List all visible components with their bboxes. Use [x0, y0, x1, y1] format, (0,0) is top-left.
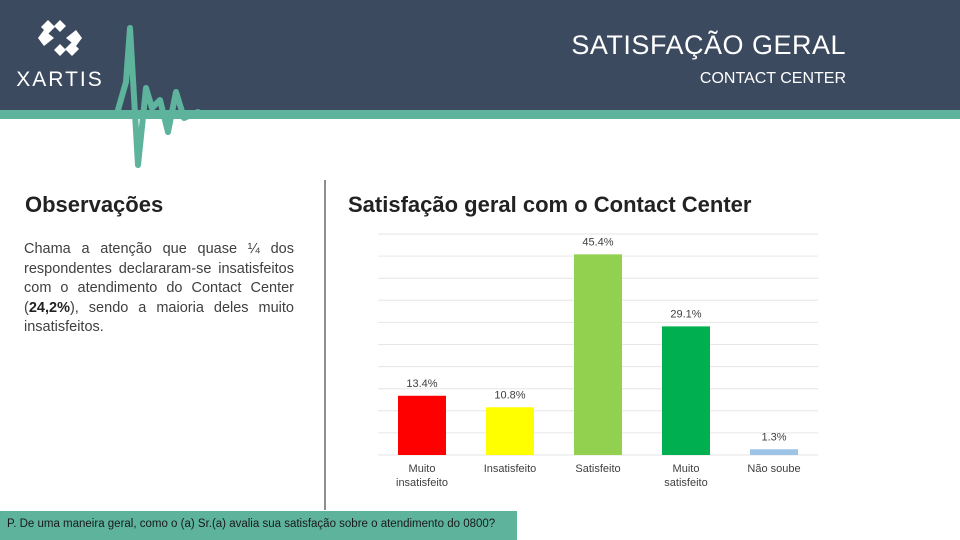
category-label-line: Satisfeito: [575, 463, 620, 475]
logo-text: XARTIS: [16, 68, 104, 91]
footer-bar: P. De uma maneira geral, como o (a) Sr.(…: [0, 511, 517, 540]
header-bar: [0, 0, 960, 110]
bar-3: [574, 254, 622, 455]
heartbeat-line-icon: [115, 25, 201, 168]
xartis-logo: XARTIS: [14, 14, 106, 94]
category-label-1: Muito insatisfeito: [396, 463, 448, 489]
data-label-4: 29.1%: [670, 308, 701, 320]
xartis-logo-icon: [38, 20, 82, 56]
category-label-4: Muito satisfeito: [664, 463, 707, 489]
bar-4: [662, 326, 710, 455]
page-title: SATISFAÇÃO GERAL: [571, 30, 846, 60]
category-label-line: insatisfeito: [396, 477, 448, 489]
data-label-5: 1.3%: [761, 431, 786, 443]
chart-title: Satisfação geral com o Contact Center: [348, 192, 752, 217]
category-label-line: Não soube: [747, 463, 800, 475]
observations-text-start: Chama a atenção que quase ¼ dos responde…: [24, 241, 294, 316]
bar-5: [750, 449, 798, 455]
header-accent-strip: [0, 110, 960, 119]
bar-1: [398, 395, 446, 455]
observations-highlight: 24,2%: [28, 299, 70, 316]
category-label-3: Satisfeito: [575, 463, 620, 475]
page-subtitle: CONTACT CENTER: [699, 70, 846, 87]
vertical-divider: [324, 180, 326, 510]
category-label-line: satisfeito: [664, 477, 707, 489]
category-label-line: Insatisfeito: [484, 463, 537, 475]
bar-2: [486, 407, 534, 455]
category-label-line: Muito: [673, 463, 700, 475]
data-label-2: 10.8%: [494, 389, 525, 401]
data-label-1: 13.4%: [406, 378, 437, 390]
observations-text: Chama a atenção que quase ¼ dos responde…: [24, 240, 294, 338]
data-label-3: 45.4%: [582, 236, 613, 248]
observations-text-end: ), sendo a maioria deles muito insatisfe…: [24, 299, 294, 336]
category-label-2: Insatisfeito: [484, 463, 537, 475]
satisfaction-bar-chart: 13.4% Muito insatisfeito 10.8% Insatisfeito 4…: [378, 233, 818, 489]
category-label-line: Muito: [409, 463, 436, 475]
category-label-5: Não soube: [747, 463, 800, 475]
observations-heading: Observações: [25, 192, 164, 217]
survey-question: P. De uma maneira geral, como o (a) Sr.(…: [7, 518, 496, 530]
